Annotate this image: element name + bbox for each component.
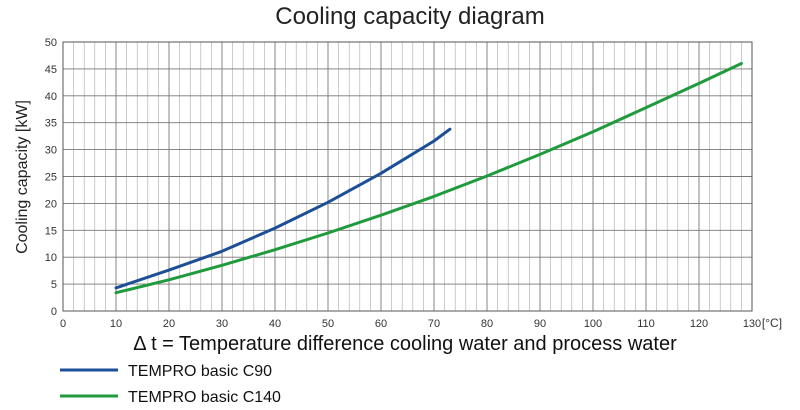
y-tick-label: 50 (45, 37, 57, 49)
x-tick-label: 100 (584, 318, 602, 330)
x-tick-label: 0 (60, 318, 66, 330)
x-tick-label: 80 (481, 318, 493, 330)
x-tick-label: 40 (269, 318, 281, 330)
series-line-1 (114, 127, 452, 290)
y-tick-label: 0 (51, 306, 57, 318)
x-tick-label: 50 (322, 318, 334, 330)
y-tick-label: 30 (45, 145, 57, 157)
y-axis-ticks: 0 5 10 15 20 25 30 35 40 45 50 (45, 37, 57, 318)
x-tick-label: 110 (637, 318, 655, 330)
legend-label-2: TEMPRO basic C140 (128, 389, 281, 406)
y-tick-label: 35 (45, 118, 57, 130)
x-tick-label: 90 (534, 318, 546, 330)
y-tick-label: 45 (45, 64, 57, 76)
x-axis-label: Δ t = Temperature difference cooling wat… (133, 333, 677, 355)
x-axis-ticks: 0 10 20 30 40 50 60 70 80 90 100 110 120 130 (60, 318, 761, 330)
x-tick-label: 30 (216, 318, 228, 330)
grid (62, 41, 753, 312)
x-tick-label: 120 (690, 318, 708, 330)
legend: TEMPRO basic C90 TEMPRO basic C140 (60, 363, 281, 406)
y-tick-label: 20 (45, 198, 57, 210)
x-axis-unit: [°C] (762, 316, 782, 330)
series-line-2 (114, 62, 743, 295)
y-tick-label: 25 (45, 172, 57, 184)
y-tick-label: 15 (45, 225, 57, 237)
series-group (114, 62, 743, 295)
x-tick-label: 70 (428, 318, 440, 330)
x-tick-label: 60 (375, 318, 387, 330)
x-tick-label: 10 (110, 318, 122, 330)
x-tick-label: 20 (163, 318, 175, 330)
axis-frame (62, 41, 753, 312)
x-tick-label: 130 (743, 318, 761, 330)
y-tick-label: 5 (51, 279, 57, 291)
y-tick-label: 40 (45, 91, 57, 103)
chart-title: Cooling capacity diagram (275, 3, 544, 30)
legend-label-1: TEMPRO basic C90 (128, 363, 272, 380)
y-axis-label: Cooling capacity [kW] (14, 100, 31, 254)
plot-border (62, 41, 753, 312)
y-tick-label: 10 (45, 252, 57, 264)
